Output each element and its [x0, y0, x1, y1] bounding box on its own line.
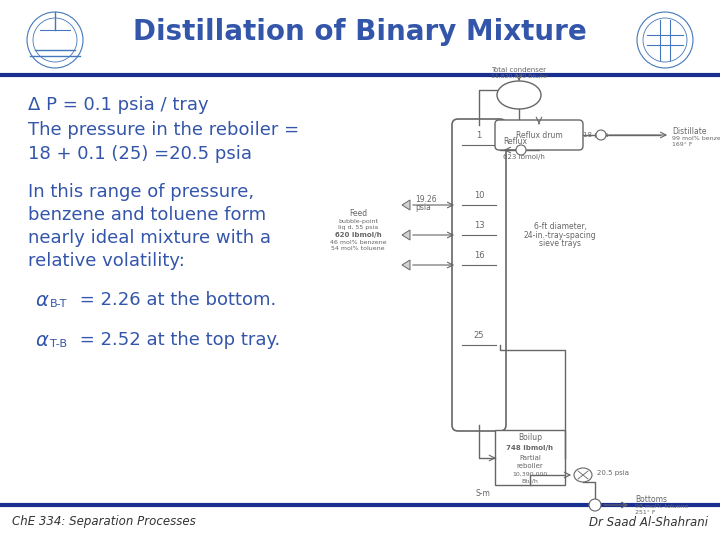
Text: B-T: B-T [50, 299, 68, 309]
Text: $\alpha$: $\alpha$ [35, 291, 50, 309]
Text: Dr Saad Al-Shahrani: Dr Saad Al-Shahrani [589, 516, 708, 529]
Text: 623 lbmol/h: 623 lbmol/h [503, 154, 545, 160]
Text: ChE 334: Separation Processes: ChE 334: Separation Processes [12, 516, 196, 529]
Text: 748 lbmol/h: 748 lbmol/h [506, 445, 554, 451]
Text: 6-ft diameter,: 6-ft diameter, [534, 222, 587, 232]
Text: 251° F: 251° F [635, 510, 655, 516]
Text: 10: 10 [474, 192, 485, 200]
Circle shape [596, 130, 606, 140]
Text: 18 + 0.1 (25) =20.5 psia: 18 + 0.1 (25) =20.5 psia [28, 145, 252, 163]
Text: The pressure in the reboiler =: The pressure in the reboiler = [28, 121, 299, 139]
Text: 1: 1 [477, 132, 482, 140]
Text: Δ P = 0.1 psia / tray: Δ P = 0.1 psia / tray [28, 96, 209, 114]
Text: Feed: Feed [349, 208, 367, 218]
Ellipse shape [497, 81, 541, 109]
Text: Partial: Partial [519, 455, 541, 461]
Text: 169° F: 169° F [672, 141, 693, 146]
Text: sieve trays: sieve trays [539, 239, 581, 247]
Text: Total condenser: Total condenser [492, 67, 546, 73]
Text: 620 lbmol/h: 620 lbmol/h [335, 232, 382, 238]
Text: 99 mol% benzene: 99 mol% benzene [672, 136, 720, 140]
Ellipse shape [574, 468, 592, 482]
Text: liq d, 55 psia: liq d, 55 psia [338, 226, 378, 231]
FancyBboxPatch shape [452, 119, 506, 431]
Polygon shape [402, 200, 410, 210]
Text: = 2.52 at the top tray.: = 2.52 at the top tray. [74, 331, 280, 349]
Text: reboiler: reboiler [517, 463, 544, 469]
Text: 25: 25 [474, 332, 485, 341]
Text: 18 psia: 18 psia [583, 132, 608, 138]
Text: 11,820,000 Btu/hr: 11,820,000 Btu/hr [491, 74, 547, 79]
Circle shape [516, 145, 526, 155]
Text: 98 mol% toluene: 98 mol% toluene [635, 504, 688, 510]
Text: Reflux drum: Reflux drum [516, 131, 562, 139]
Circle shape [589, 499, 601, 511]
Text: bubble-point: bubble-point [338, 219, 378, 224]
Text: benzene and toluene form: benzene and toluene form [28, 206, 266, 224]
Text: 20.5 psia: 20.5 psia [597, 470, 629, 476]
Text: 24-in.-tray-spacing: 24-in.-tray-spacing [523, 231, 596, 240]
Polygon shape [402, 230, 410, 240]
Text: Distillation of Binary Mixture: Distillation of Binary Mixture [133, 18, 587, 46]
Text: Distillate: Distillate [672, 126, 706, 136]
Polygon shape [402, 260, 410, 270]
Text: T-B: T-B [50, 339, 67, 349]
Text: Reflux: Reflux [503, 138, 527, 146]
Text: 10,390,000: 10,390,000 [513, 471, 548, 476]
Text: S-m: S-m [475, 489, 490, 497]
Text: nearly ideal mixture with a: nearly ideal mixture with a [28, 229, 271, 247]
Text: 54 mol% toluene: 54 mol% toluene [331, 246, 384, 252]
Text: psia: psia [415, 204, 431, 213]
FancyBboxPatch shape [495, 430, 565, 485]
Text: 13: 13 [474, 221, 485, 231]
Text: 16: 16 [474, 252, 485, 260]
Text: 46 mol% benzene: 46 mol% benzene [330, 240, 386, 245]
Text: 19.26: 19.26 [415, 195, 436, 205]
Text: Btu/h: Btu/h [521, 478, 539, 483]
Text: Boilup: Boilup [518, 434, 542, 442]
FancyBboxPatch shape [495, 120, 583, 150]
Text: Bottoms: Bottoms [635, 496, 667, 504]
Text: relative volatility:: relative volatility: [28, 252, 185, 270]
Text: $\alpha$: $\alpha$ [35, 330, 50, 349]
Text: In this range of pressure,: In this range of pressure, [28, 183, 254, 201]
Text: = 2.26 at the bottom.: = 2.26 at the bottom. [74, 291, 276, 309]
